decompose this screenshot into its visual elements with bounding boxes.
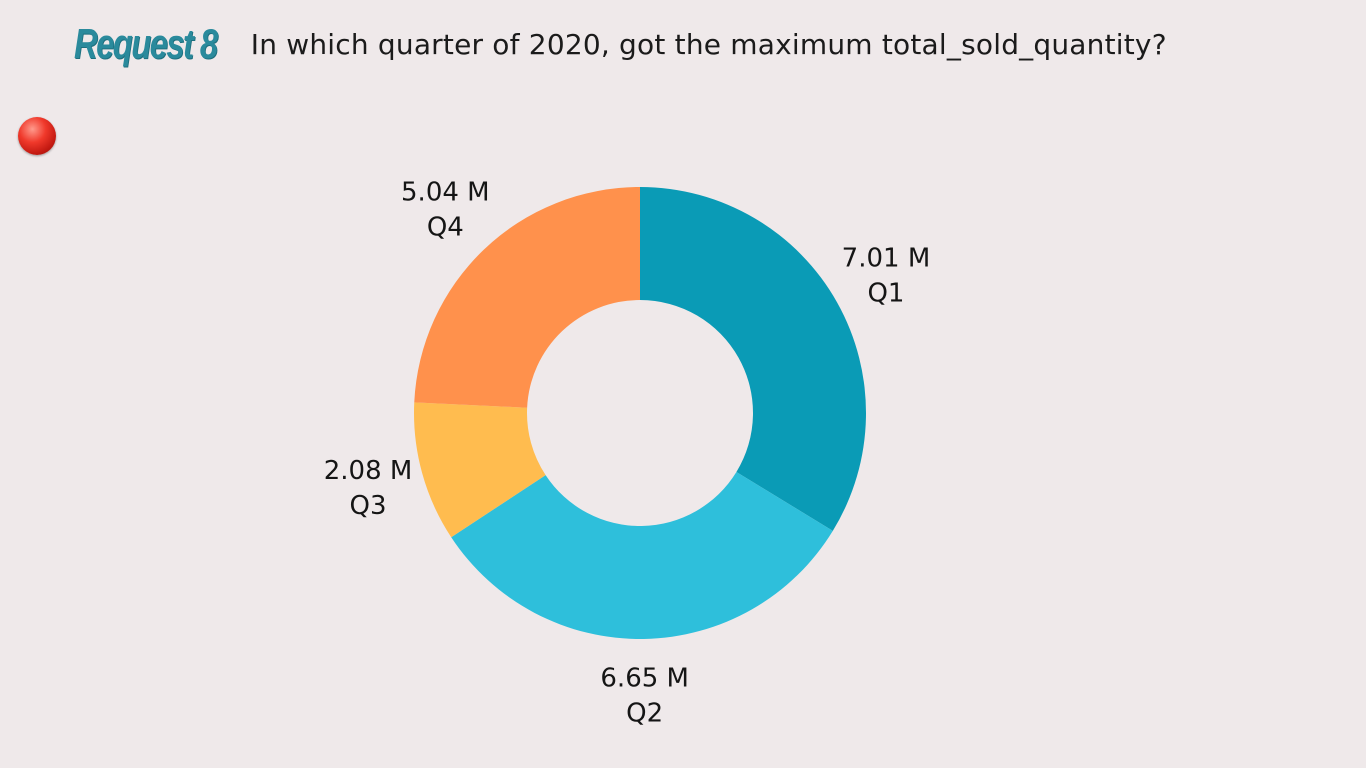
value-label: 6.65 M bbox=[600, 663, 689, 693]
value-label: 2.08 M bbox=[324, 456, 413, 486]
page-title: In which quarter of 2020, got the maximu… bbox=[250, 27, 1167, 61]
data-label-q1: 7.01 M Q1 bbox=[842, 244, 931, 309]
data-label-q3: 2.08 M Q3 bbox=[324, 456, 413, 521]
slice-q3 bbox=[414, 402, 546, 538]
chart-labels: 7.01 M Q1 6.65 M Q2 2.08 M Q3 5.04 M Q4 bbox=[324, 177, 931, 728]
category-label: Q1 bbox=[867, 279, 904, 309]
chart-slices bbox=[414, 187, 867, 639]
value-label: 5.04 M bbox=[401, 177, 490, 207]
header: Request 8 In which quarter of 2020, got … bbox=[74, 14, 1167, 74]
red-circle-icon bbox=[18, 117, 56, 155]
slice-q1 bbox=[640, 187, 867, 531]
data-label-q4: 5.04 M Q4 bbox=[401, 177, 490, 242]
data-label-q2: 6.65 M Q2 bbox=[600, 663, 689, 728]
category-label: Q4 bbox=[427, 212, 464, 242]
category-label: Q3 bbox=[350, 491, 387, 521]
category-label: Q2 bbox=[626, 698, 663, 728]
request-badge: Request 8 bbox=[74, 20, 218, 67]
slice-q4 bbox=[414, 187, 640, 408]
value-label: 7.01 M bbox=[842, 244, 931, 274]
slice-q2 bbox=[451, 471, 833, 639]
